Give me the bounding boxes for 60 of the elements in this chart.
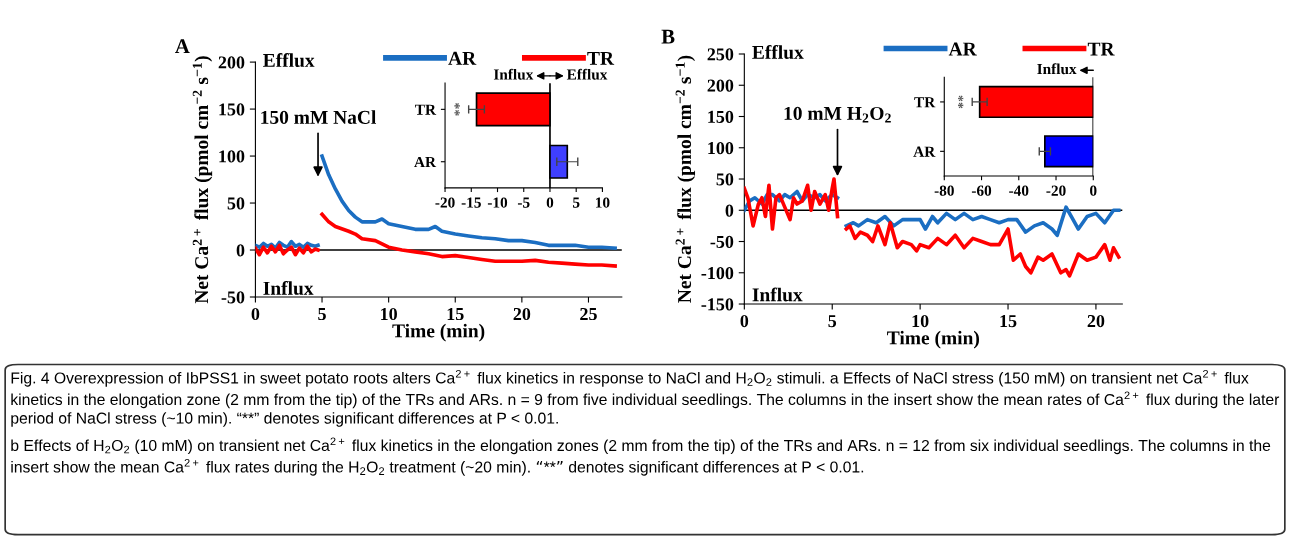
x-tick-label: -10 <box>487 197 508 208</box>
annotation: 150 mM NaCl <box>261 110 377 124</box>
y-tick-label: 250 <box>707 48 734 61</box>
annotation: 10 mM H$_{2}$O$_{2}$ <box>784 106 891 123</box>
y-tick-label: -50 <box>221 291 245 304</box>
legend-label: TR <box>1087 42 1115 56</box>
legend-label: AR <box>448 51 477 65</box>
x-tick-label: 10 <box>912 314 929 328</box>
annotation: Efflux <box>752 44 804 59</box>
y-tick-label: -150 <box>701 298 734 311</box>
y-tick-label: -100 <box>701 267 734 280</box>
x-tick-label: 0 <box>546 197 554 208</box>
x-tick-label: 0 <box>1090 185 1097 196</box>
annotation: ** <box>958 95 964 109</box>
annotation: Influx <box>493 68 534 80</box>
x-tick-label: 5 <box>828 315 837 328</box>
chart-title: B <box>661 29 675 44</box>
text: b Effects of H$_{2}$O$_{2}$ (10 mM) on transient net Ca$^{2+}$ flux kinetics in the elongation zones (2 mm from the tip) of the TRs and ARs. n = 12 from six individual seedlings. The columns in the insert show the mean Ca$^{2+}$ flux rates during the H$_{2}$O$_{2}$ treatment (~20 min). “**” denotes significant differences at P < 0.01. <box>11 437 1271 476</box>
x-tick-label: -20 <box>1046 185 1066 196</box>
y-tick-label: 100 <box>708 142 734 155</box>
annotation: ** <box>454 102 460 116</box>
x-tick-label: -15 <box>461 197 481 208</box>
x-tick-label: 5 <box>572 197 580 208</box>
x-tick-label: 15 <box>447 308 464 321</box>
x-tick-label: 20 <box>513 307 531 321</box>
y-tick-label: 100 <box>219 150 245 163</box>
x-tick-label: -80 <box>934 185 954 196</box>
x-tick-label: -60 <box>971 185 992 196</box>
legend-label: AR <box>948 42 977 56</box>
annotation: Influx <box>1037 63 1077 75</box>
y-axis-title: Net Ca$^{2+}$ flux (pmol cm$^{−2}$ s$^{−1}$) <box>675 55 696 303</box>
x-tick-label: 0 <box>740 314 749 328</box>
x-tick-label: 15 <box>1000 315 1017 328</box>
x-tick-label: 20 <box>1087 314 1105 328</box>
annotation: Influx <box>263 280 314 295</box>
x-axis-title: Time (min) <box>392 323 485 342</box>
y-tick-label: 150 <box>708 110 734 123</box>
x-tick-label: 25 <box>580 307 597 321</box>
x-tick-label: -20 <box>435 197 455 208</box>
x-tick-label: 10 <box>381 307 397 321</box>
x-tick-label: -40 <box>1009 185 1029 196</box>
x-tick-label: 10 <box>596 197 610 208</box>
x-tick-label: -5 <box>517 197 530 208</box>
y-tick-label: 50 <box>716 173 734 186</box>
text: Fig. 4 Overexpression of IbPSS1 in sweet potato roots alters Ca$^{2+}$ flux kinetics in response to NaCl and H$_{2}$O$_{2}$ stimuli. a Effects of NaCl stress (150 mM) on transient net Ca$^{2+}$ flux kinetics in the elongation zone (2 mm from the tip) of the TRs and ARs. n = 9 from five individual seedlings. The columns in the insert show the mean rates of Ca$^{2+}$ flux during the later period of NaCl stress (~10 min). “**” denotes significant differences at P < 0.01. <box>11 369 1280 427</box>
y-tick-label: 200 <box>707 79 734 92</box>
x-tick-label: 0 <box>251 307 260 321</box>
y-axis-title: Net Ca$^{2+}$ flux (pmol cm$^{−2}$ s$^{−1}$) <box>192 56 213 304</box>
chart-title: A <box>175 39 190 54</box>
y-tick-label: 0 <box>236 244 245 257</box>
annotation: Influx <box>752 287 803 302</box>
y-tick-label: -50 <box>710 235 734 248</box>
y-tick-label: 200 <box>218 56 245 69</box>
y-tick-label: 50 <box>227 197 245 210</box>
annotation: Efflux <box>263 53 315 68</box>
annotation: Efflux <box>566 68 608 80</box>
x-axis-title: Time (min) <box>887 330 979 349</box>
x-tick-label: 5 <box>318 308 326 321</box>
legend-label: TR <box>587 51 615 65</box>
y-tick-label: 150 <box>219 103 245 116</box>
